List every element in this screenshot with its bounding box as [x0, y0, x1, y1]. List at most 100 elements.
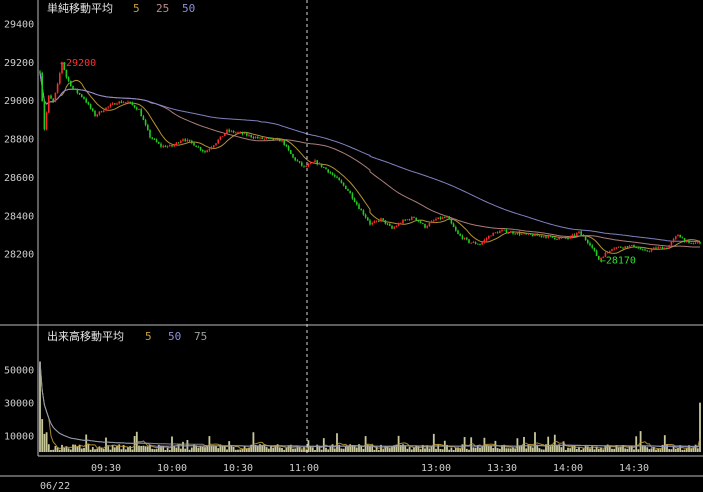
price-candle: [523, 233, 525, 235]
volume-bar: [168, 449, 171, 452]
volume-bar: [369, 449, 371, 452]
volume-bar: [474, 447, 477, 452]
volume-bar: [109, 449, 112, 452]
volume-bar: [353, 446, 356, 452]
volume-bar: [498, 448, 501, 452]
price-candle: [569, 236, 571, 239]
price-candle: [668, 245, 670, 249]
volume-bar: [96, 448, 99, 452]
price-candle: [155, 139, 158, 143]
price-candle: [360, 208, 362, 211]
time-tick-label: 13:00: [421, 463, 451, 474]
price-candle: [657, 247, 659, 249]
volume-bar: [120, 449, 123, 452]
volume-bar: [263, 444, 266, 452]
volume-bar: [166, 447, 169, 452]
low-price-marker: ←28170: [600, 255, 636, 266]
price-candle: [448, 216, 450, 220]
price-candle: [461, 235, 464, 239]
price-candle: [452, 223, 455, 228]
price-candle: [290, 150, 292, 155]
volume-bar: [439, 448, 442, 452]
volume-bar: [459, 448, 462, 452]
price-candle: [584, 236, 587, 240]
price-candle: [494, 232, 497, 234]
time-tick-label: 11:00: [289, 463, 319, 474]
volume-bar: [69, 449, 72, 452]
price-candle: [202, 149, 204, 152]
price-candle: [580, 231, 582, 236]
volume-bar: [472, 447, 475, 452]
price-candle: [600, 257, 602, 260]
volume-bar: [289, 444, 292, 452]
volume-bar: [329, 445, 332, 452]
price-candle: [142, 116, 145, 121]
volume-bar: [668, 449, 671, 452]
price-candle: [327, 169, 329, 173]
volume-bar: [305, 449, 308, 452]
price-candle: [397, 223, 400, 226]
price-candle: [481, 242, 483, 245]
volume-bar: [153, 449, 156, 452]
volume-moving-averages: [39, 361, 701, 450]
high-price-marker: ←29200: [60, 58, 96, 69]
volume-bar: [602, 449, 605, 452]
volume-bar: [606, 444, 609, 452]
volume-bar: [589, 448, 591, 452]
price-candle: [567, 238, 569, 239]
volume-bar: [648, 449, 651, 452]
price-candle: [395, 225, 398, 228]
price-candle: [529, 233, 532, 235]
price-candle: [428, 223, 431, 227]
volume-bar: [256, 445, 259, 452]
price-candle: [61, 62, 63, 74]
price-candle: [237, 132, 239, 134]
volume-bar: [479, 447, 481, 452]
price-ma-line: [39, 72, 700, 242]
price-candle: [314, 160, 316, 163]
price-candle: [307, 164, 310, 167]
volume-bar: [419, 449, 422, 452]
volume-bar: [272, 447, 275, 452]
price-candle: [226, 129, 228, 134]
volume-bar: [215, 445, 217, 452]
price-candle: [67, 77, 70, 81]
volume-bar: [413, 447, 415, 452]
volume-bar: [221, 445, 224, 452]
volume-bar: [239, 449, 242, 452]
price-candle: [186, 139, 189, 141]
volume-bar: [173, 446, 176, 452]
volume-bar: [448, 449, 451, 452]
price-candle: [587, 239, 589, 244]
volume-bar: [127, 447, 129, 452]
volume-bar: [432, 433, 435, 452]
price-candle: [272, 138, 274, 141]
volume-y-axis: 50000 30000 10000: [4, 366, 34, 443]
price-candle: [338, 177, 340, 181]
volume-bar: [204, 447, 206, 452]
price-candle: [593, 247, 596, 251]
price-candle: [151, 137, 153, 139]
volume-bar: [567, 447, 569, 452]
price-candle: [206, 150, 208, 153]
price-candle: [367, 217, 369, 221]
volume-bar: [252, 432, 255, 452]
volume-bar: [683, 449, 686, 452]
volume-panel: 50000 30000 10000 出来高移動平均 5 50 75: [4, 329, 701, 452]
price-candle: [228, 129, 230, 132]
volume-bar: [520, 446, 523, 452]
volume-bar: [468, 449, 470, 452]
volume-bar: [525, 448, 528, 452]
price-candle: [72, 86, 74, 89]
price-candle: [450, 219, 453, 224]
volume-bar: [318, 445, 321, 452]
volume-bar: [382, 449, 385, 452]
volume-bar: [410, 449, 413, 452]
price-candle: [446, 216, 448, 218]
volume-bar: [342, 448, 345, 452]
volume-bar: [512, 447, 514, 452]
volume-bar: [155, 448, 158, 452]
volume-bar: [91, 447, 94, 452]
price-candle: [208, 148, 211, 151]
